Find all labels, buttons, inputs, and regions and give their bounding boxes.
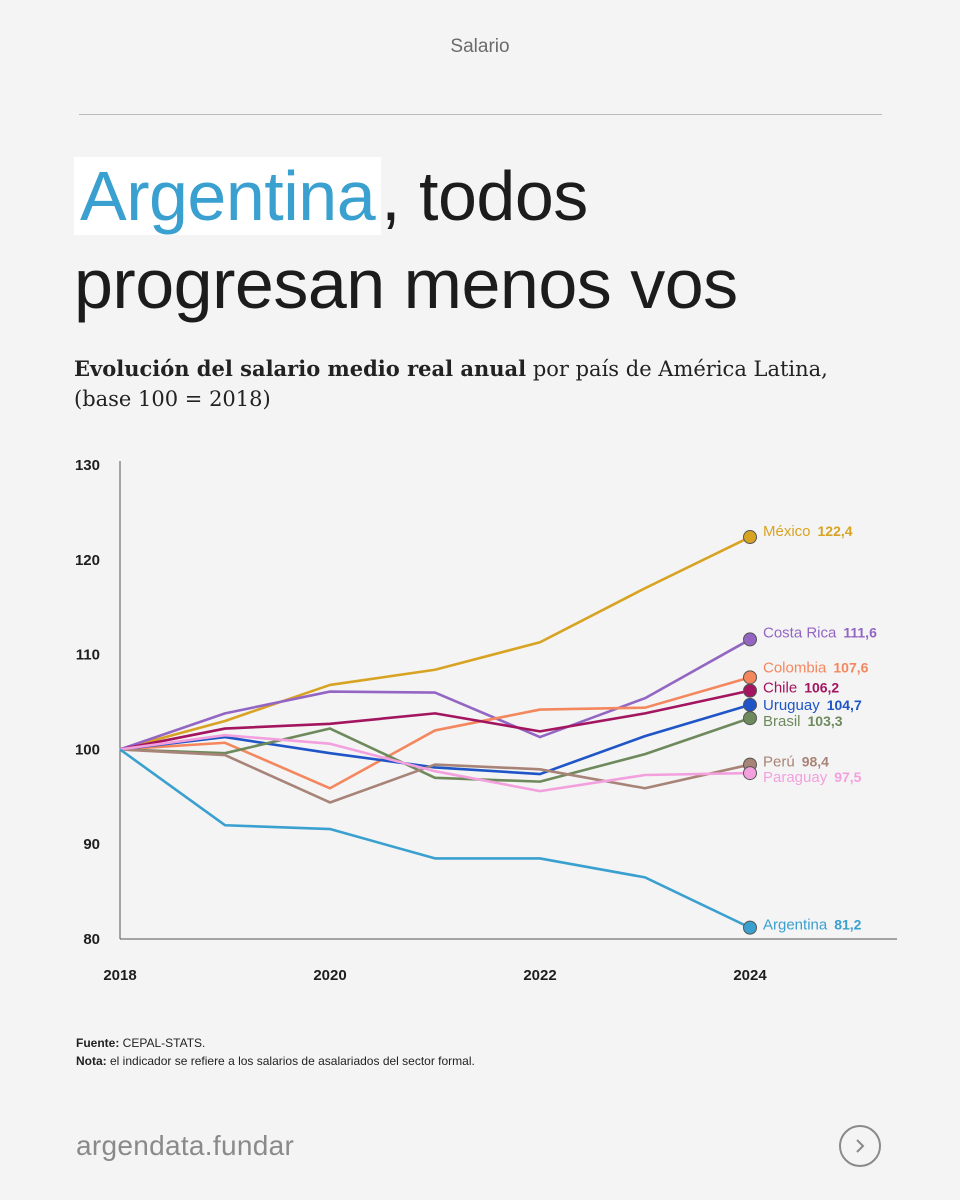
series-line-argentina	[119, 748, 751, 929]
note-label: Nota:	[76, 1054, 107, 1068]
x-tick-label: 2024	[733, 967, 767, 984]
page-title: Argentina, todos progresan menos vos	[74, 152, 894, 328]
series-value-label: 104,7	[827, 697, 862, 713]
source-text: CEPAL-STATS.	[119, 1036, 206, 1050]
header-divider	[79, 114, 882, 115]
subtitle-line2: (base 100 = 2018)	[74, 387, 271, 411]
series-name-label: Brasil	[763, 713, 801, 730]
endpoint-marker	[743, 711, 757, 726]
title-line1-rest: , todos	[381, 157, 588, 235]
source-label: Fuente:	[76, 1036, 120, 1050]
subtitle-normal: por país de América Latina,	[526, 357, 828, 381]
chevron-right-icon	[856, 1139, 865, 1153]
series-value-label: 103,3	[808, 713, 843, 729]
title-highlight: Argentina	[74, 157, 382, 235]
chart-endpoints: México 122,4 Costa Rica 111,6 Colombia 107,6 C…	[743, 523, 877, 935]
chart-subtitle: Evolución del salario medio real anual p…	[74, 354, 894, 414]
series-line-perú	[119, 748, 751, 804]
x-tick-label: 2020	[313, 967, 346, 984]
series-value-label: 107,6	[833, 659, 868, 675]
y-tick-label: 80	[83, 931, 100, 948]
series-line-uruguay	[119, 703, 751, 776]
chart-series-lines	[119, 535, 751, 929]
y-tick-label: 120	[75, 552, 100, 569]
series-name-label: Colombia	[763, 659, 827, 676]
brand-logo-text: argendata.fundar	[76, 1130, 295, 1161]
y-tick-label: 110	[76, 647, 100, 664]
endpoint-marker	[743, 920, 757, 935]
series-value-label: 98,4	[802, 754, 829, 770]
series-name-label: Argentina	[763, 917, 828, 934]
endpoint-marker	[743, 766, 757, 781]
chart-notes: Fuente: CEPAL-STATS. Nota: el indicador …	[76, 1034, 896, 1070]
series-line-paraguay	[119, 733, 751, 793]
series-line-brasil	[119, 716, 751, 783]
series-name-label: Paraguay	[763, 769, 828, 786]
title-line2: progresan menos vos	[74, 245, 738, 323]
chart-axes: 80 90 100 110 120 130 2018 2020 2022 2024	[75, 457, 897, 984]
source-line: Fuente: CEPAL-STATS.	[76, 1034, 896, 1052]
section-label: Salario	[450, 36, 510, 57]
x-tick-label: 2022	[523, 967, 556, 984]
note-line: Nota: el indicador se refiere a los sala…	[76, 1052, 896, 1070]
y-tick-label: 100	[75, 741, 100, 758]
endpoint-marker	[743, 697, 757, 712]
series-value-label: 106,2	[804, 680, 839, 696]
series-name-label: Chile	[763, 680, 797, 697]
series-name-label: Perú	[763, 754, 795, 771]
subtitle-bold: Evolución del salario medio real anual	[74, 356, 527, 381]
series-line-chile	[119, 689, 751, 751]
series-value-label: 97,5	[834, 769, 861, 785]
series-name-label: Uruguay	[763, 697, 820, 714]
series-name-label: México	[763, 523, 811, 540]
x-tick-label: 2018	[103, 967, 136, 984]
y-tick-label: 90	[83, 836, 100, 853]
note-text: el indicador se refiere a los salarios d…	[106, 1054, 475, 1068]
endpoint-marker	[743, 530, 757, 545]
line-chart: 80 90 100 110 120 130 2018 2020 2022 2024 México 1…	[75, 457, 897, 984]
next-button[interactable]	[839, 1125, 881, 1167]
series-value-label: 122,4	[818, 523, 853, 539]
series-line-costa-rica	[119, 638, 751, 751]
endpoint-marker	[743, 683, 757, 698]
series-name-label: Costa Rica	[763, 624, 837, 641]
series-value-label: 111,6	[843, 624, 877, 640]
endpoint-marker	[743, 670, 757, 685]
endpoint-marker	[743, 632, 757, 647]
series-line-colombia	[119, 676, 751, 790]
series-line-méxico	[119, 535, 751, 751]
series-value-label: 81,2	[834, 917, 861, 933]
y-tick-label: 130	[75, 457, 100, 474]
